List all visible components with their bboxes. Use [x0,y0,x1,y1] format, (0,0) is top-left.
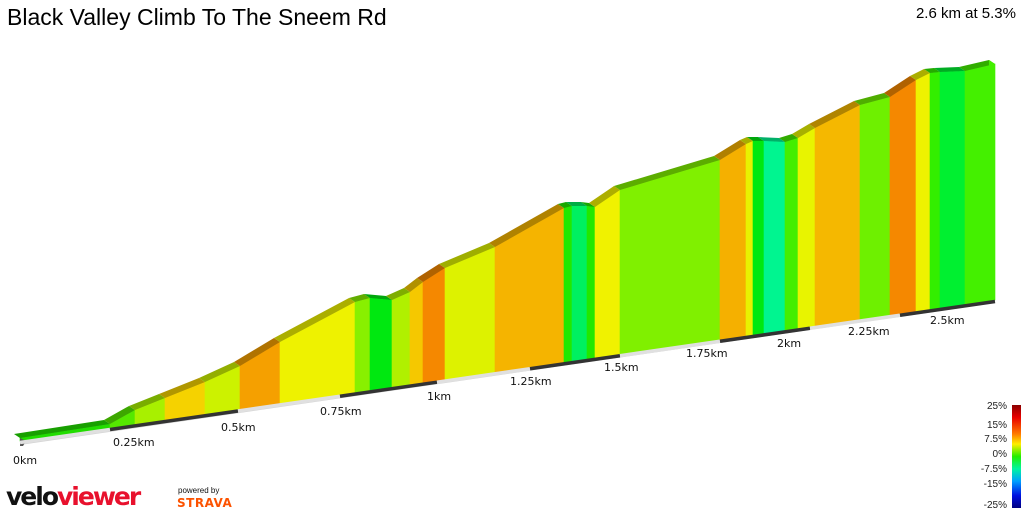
segment-ridge [104,406,135,424]
profile-ridge [14,60,995,446]
segment-ridge [129,394,165,410]
segment-ridge [714,140,746,160]
gradient-segment [563,205,573,363]
veloviewer-logo[interactable]: veloviewer [6,482,141,511]
segment-ridge [959,60,995,71]
page-title: Black Valley Climb To The Sneem Rd [7,4,387,30]
segment-ridge [489,204,564,247]
segment-ridge [14,420,110,438]
segment-ridge [589,186,620,207]
segment-ridge [274,298,355,342]
gradient-segment [444,246,496,380]
legend-label: 25% [987,401,1007,412]
segment-ridge [884,76,916,97]
gradient-segment [797,127,816,329]
gradient-segment [915,72,931,312]
gradient-segment [814,104,861,327]
legend-label: -7.5% [981,464,1007,475]
gradient-segment [494,207,565,373]
segment-ridge [581,202,595,207]
end-face [987,60,995,300]
segment-ridge [747,137,764,141]
gradient-segment [594,189,621,359]
gradient-segments [19,63,996,442]
segment-ridge [910,69,930,80]
distance-tick-label: 0.25km [113,436,155,449]
gradient-segment [391,291,411,388]
gradient-segment [889,79,917,316]
distance-band [109,409,239,432]
segment-ridge [792,124,815,138]
legend-label: 0% [993,449,1008,460]
distance-tick-label: 1.5km [604,361,639,374]
distance-band [719,326,811,344]
legend-label: -25% [984,500,1007,511]
gradient-segment [784,137,799,331]
segment-ridge [934,67,965,72]
segment-ridge [234,338,280,366]
segment-ridge [854,93,890,105]
distance-band [237,394,341,413]
distance-tick-label: 1.75km [686,347,728,360]
strava-logo[interactable]: STRAVA [177,496,233,510]
segment-ridge [558,202,572,208]
distance-band [19,427,111,445]
distance-tick-label: 2km [777,337,801,350]
distance-band [899,299,996,317]
gradient-segment [571,205,588,362]
legend-color-bar [1012,405,1021,508]
gradient-segment [859,96,891,320]
distance-tick-label: 2.5km [930,314,965,327]
distance-band [529,353,621,371]
distance-band [809,313,901,330]
climb-summary: 2.6 km at 5.3% [915,5,1016,22]
distance-tick-label: 0.75km [320,405,362,418]
distance-band [436,367,531,384]
logo-viewer-text: viewer [57,482,141,511]
distance-tick-label: 0.5km [221,421,256,434]
gradient-segment [929,71,941,310]
segment-ridge [809,101,860,128]
gradient-segment [409,281,424,385]
segment-ridge [439,243,495,268]
segment-ridge [758,137,785,142]
gradient-segment [719,143,747,341]
legend-label: 7.5% [984,434,1007,445]
distance-tick-label: 0km [13,454,37,467]
legend-label: 15% [987,420,1007,431]
gradient-segment [369,297,393,391]
distance-band [619,339,721,358]
powered-by-label: powered by [178,486,220,495]
gradient-legend: 25% 15% 7.5% 0% -7.5% -15% -25% [981,401,1021,511]
segment-ridge [417,264,445,282]
segment-ridge [566,202,587,206]
gradient-segment [745,140,754,337]
segment-ridge [404,278,423,292]
distance-tick-label: 1.25km [510,375,552,388]
segment-ridge [614,156,720,190]
segment-ridge [740,137,753,144]
distance-tick-label: 1km [427,390,451,403]
legend-label: -15% [984,479,1007,490]
segment-ridge [159,378,205,398]
gradient-segment [586,205,596,360]
gradient-segment [752,140,765,336]
gradient-segment [763,140,786,334]
gradient-segment [422,267,446,384]
segment-ridge [199,362,240,382]
segment-ridge [779,134,798,142]
gradient-segment [354,297,371,393]
segment-ridge [924,68,940,73]
segment-ridge [349,294,370,302]
distance-tick-label: 2.25km [848,325,890,338]
segment-ridge [386,288,410,300]
logo-velo-text: velo [6,482,59,511]
segment-ridge [364,294,392,300]
gradient-segment [939,70,966,309]
distance-ticks: 0km 0.25km 0.5km 0.75km 1km 1.25km 1.5km 1.75km… [13,299,996,467]
distance-band [339,380,438,398]
gradient-segment [619,159,721,355]
